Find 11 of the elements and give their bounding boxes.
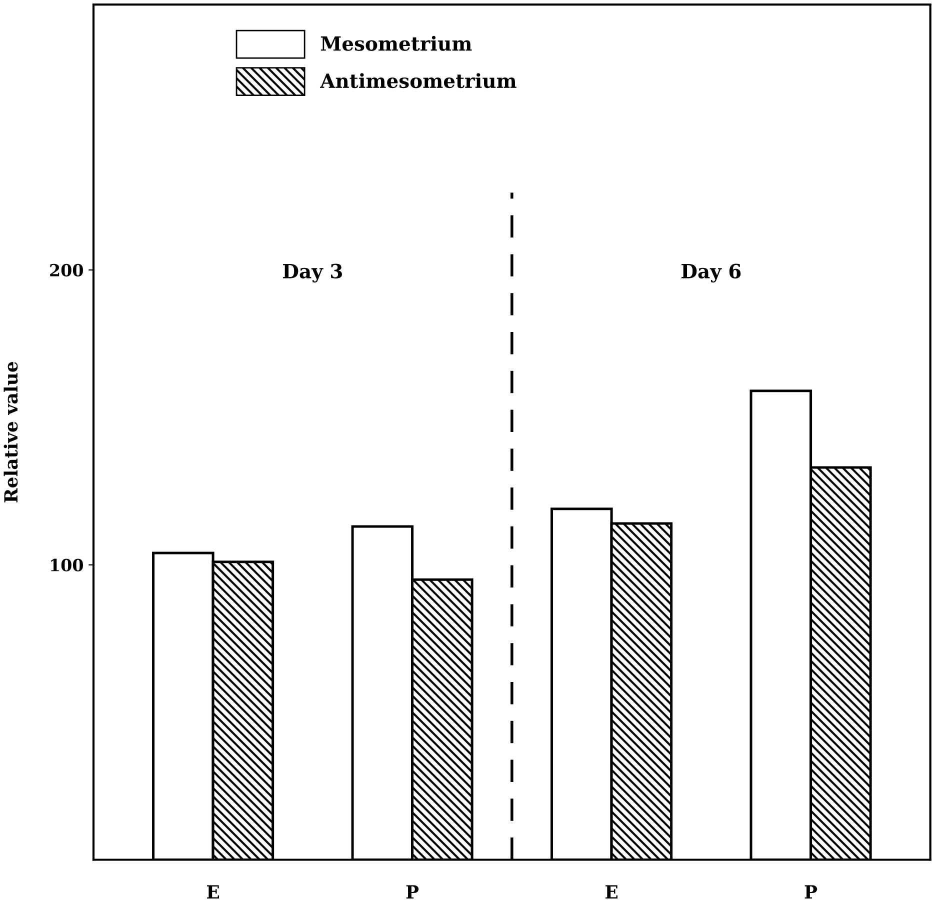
y-tick-label: 100 (51, 558, 83, 572)
x-tick-label: P (406, 885, 419, 898)
annotation: Day 6 (682, 264, 741, 283)
legend-label: Antimesometrium (320, 73, 516, 88)
x-tick-label: E (606, 885, 618, 898)
legend-label: Mesometrium (320, 36, 472, 51)
x-tick-label: P (804, 885, 818, 898)
x-tick-label: E (207, 885, 219, 898)
y-tick-label: 200 (50, 264, 83, 277)
annotation: Day 3 (283, 264, 342, 283)
y-axis-title: Relative value (4, 362, 18, 502)
